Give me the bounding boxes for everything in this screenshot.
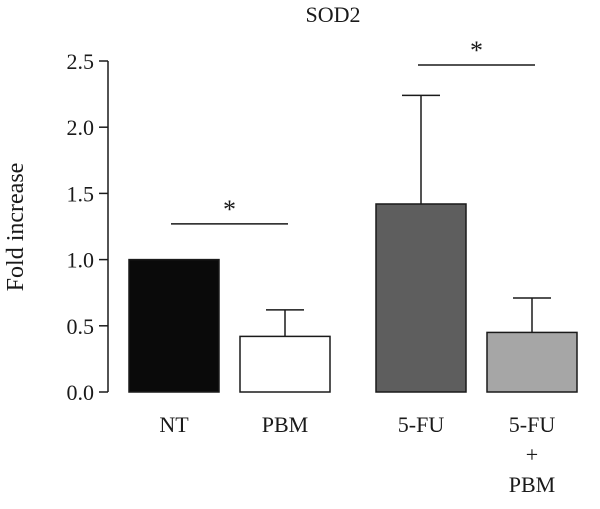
error-bar	[402, 94, 440, 204]
bar	[128, 258, 220, 393]
y-tick-label: 1.0	[67, 248, 95, 273]
error-bars	[266, 94, 551, 337]
error-bar	[513, 297, 551, 333]
bar	[239, 335, 331, 393]
y-tick-label: 2.5	[67, 49, 95, 74]
y-axis: 0.0 0.5 1.0 1.5 2.0 2.5	[67, 49, 109, 405]
x-category-label: PBM	[262, 412, 308, 437]
error-bar	[266, 309, 304, 337]
significance-bracket: *	[418, 36, 535, 66]
x-category-label: +	[526, 442, 538, 467]
bar	[375, 203, 467, 393]
y-tick-label: 1.5	[67, 181, 95, 206]
significance-star: *	[470, 36, 483, 65]
x-category-label: PBM	[509, 472, 555, 497]
y-tick-label: 2.0	[67, 115, 95, 140]
bars	[128, 203, 578, 393]
significance-star: *	[223, 195, 236, 224]
x-category-label: NT	[159, 412, 189, 437]
bar	[486, 331, 578, 393]
y-tick-label: 0.0	[67, 380, 95, 405]
x-category-label: 5-FU	[398, 412, 445, 437]
y-tick-label: 0.5	[67, 314, 95, 339]
significance-bracket: *	[171, 195, 288, 225]
y-axis-label: Fold increase	[3, 163, 29, 292]
chart-title: SOD2	[305, 2, 360, 27]
significance-markers: **	[171, 36, 535, 225]
x-axis-labels: NT PBM 5-FU 5-FU + PBM	[159, 412, 555, 497]
x-category-label: 5-FU	[509, 412, 556, 437]
